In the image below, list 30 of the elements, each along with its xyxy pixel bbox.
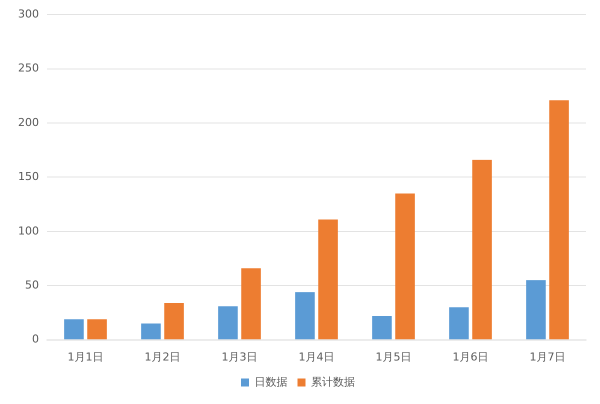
bar xyxy=(395,193,415,340)
x-tick-label: 1月1日 xyxy=(67,350,104,364)
bar xyxy=(87,319,107,340)
y-tick-label: 100 xyxy=(18,224,39,238)
bar xyxy=(218,306,238,340)
y-tick-label: 250 xyxy=(18,62,39,75)
y-tick-label: 300 xyxy=(18,7,39,20)
bar xyxy=(472,160,492,340)
bar xyxy=(141,324,161,340)
x-tick-label: 1月6日 xyxy=(452,350,488,364)
x-tick-label: 1月3日 xyxy=(221,350,258,364)
bar xyxy=(64,319,84,340)
y-tick-label: 50 xyxy=(24,278,39,292)
bar xyxy=(241,268,261,340)
x-tick-label: 1月4日 xyxy=(298,350,334,364)
x-tick-label: 1月2日 xyxy=(144,350,180,364)
legend-label: 日数据 xyxy=(254,375,288,388)
bar xyxy=(449,307,469,340)
bar xyxy=(164,302,184,340)
bar xyxy=(526,280,546,340)
bar xyxy=(372,316,392,340)
x-tick-label: 1月5日 xyxy=(376,350,412,364)
bar xyxy=(549,100,569,340)
y-tick-label: 150 xyxy=(18,170,39,184)
legend-label: 累计数据 xyxy=(311,375,355,388)
bar xyxy=(318,219,338,340)
bar xyxy=(295,292,315,340)
y-tick-label: 200 xyxy=(18,116,39,129)
y-tick-label: 0 xyxy=(32,332,39,346)
x-tick-label: 1月7日 xyxy=(530,350,566,364)
